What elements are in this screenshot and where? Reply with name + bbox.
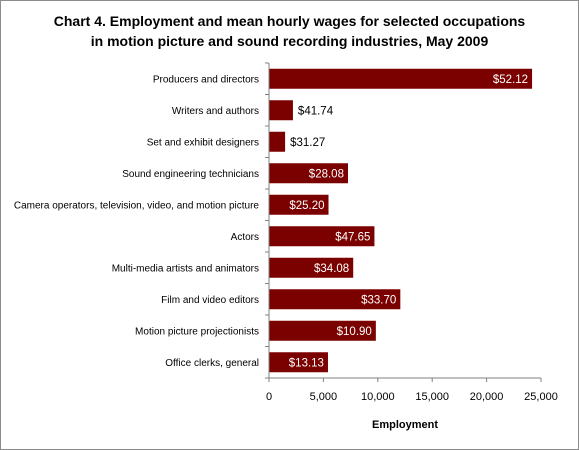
labels-layer: Producers and directors $52.12 Writers and…: [14, 74, 558, 403]
category-label: Set and exhibit designers: [147, 137, 259, 148]
axis-layer: [265, 62, 542, 382]
data-label: $41.74: [298, 105, 334, 117]
category-label: Office clerks, general: [165, 358, 259, 369]
chart-title-line-1: Chart 4. Employment and mean hourly wage…: [53, 13, 526, 29]
category-label: Sound engineering technicians: [122, 169, 259, 180]
category-label: Motion picture projectionists: [135, 326, 259, 337]
chart-title-line-2: in motion picture and sound recording in…: [90, 33, 489, 49]
chart-title: Chart 4. Employment and mean hourly wage…: [0, 11, 579, 51]
bar: [269, 289, 401, 310]
category-label: Actors: [231, 232, 259, 243]
data-label: $13.13: [289, 357, 324, 369]
category-label: Writers and authors: [172, 106, 259, 117]
x-tick-label: 0: [266, 391, 272, 403]
bar: [269, 352, 328, 373]
data-label: $52.12: [493, 74, 528, 86]
bar: [269, 257, 354, 278]
category-label: Producers and directors: [153, 74, 259, 85]
bars-layer: [269, 68, 533, 373]
bar: [269, 100, 293, 121]
x-tick-label: 5,000: [310, 391, 338, 403]
data-label: $33.70: [361, 294, 396, 306]
x-tick-label: 20,000: [470, 391, 504, 403]
category-label: Camera operators, television, video, and…: [14, 200, 260, 211]
data-label: $34.08: [314, 263, 349, 275]
data-label: $47.65: [335, 231, 370, 243]
category-label: Multi-media artists and animators: [112, 263, 259, 274]
data-label: $10.90: [337, 326, 372, 338]
x-tick-label: 15,000: [415, 391, 449, 403]
bar: [269, 131, 286, 152]
bar: [269, 226, 375, 247]
x-tick-label: 10,000: [361, 391, 395, 403]
bar: [269, 194, 329, 215]
bar: [269, 320, 376, 341]
data-label: $28.08: [309, 168, 344, 180]
category-label: Film and video editors: [161, 295, 259, 306]
bar: [269, 68, 533, 89]
data-label: $31.27: [290, 137, 325, 149]
bar: [269, 163, 348, 184]
x-axis-title: Employment: [372, 419, 438, 431]
x-tick-label: 25,000: [524, 391, 558, 403]
data-label: $25.20: [289, 200, 324, 212]
